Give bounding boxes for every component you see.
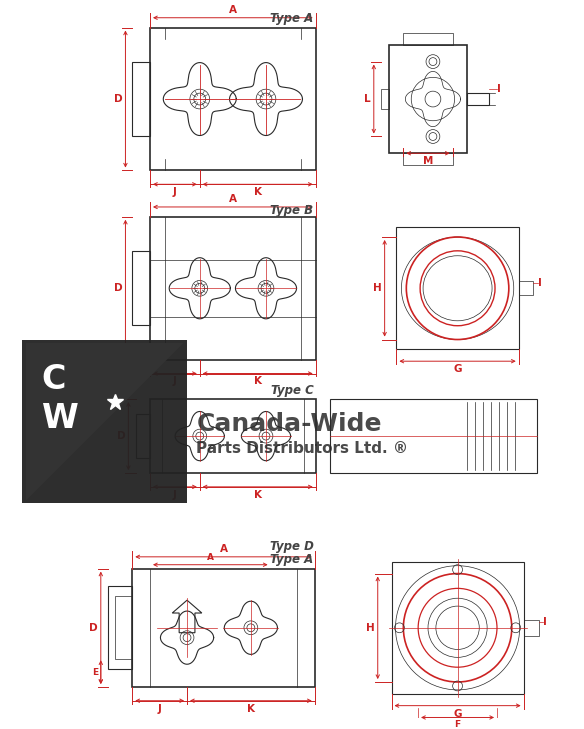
Text: E: E <box>92 668 98 677</box>
Text: H: H <box>366 623 375 633</box>
Polygon shape <box>26 343 183 501</box>
Text: K: K <box>247 703 255 714</box>
Text: I: I <box>538 278 543 289</box>
Text: J: J <box>158 703 162 714</box>
Text: Type D: Type D <box>270 540 314 553</box>
Text: A: A <box>229 5 237 15</box>
Text: A: A <box>229 194 237 204</box>
Text: F: F <box>454 720 461 729</box>
Text: K: K <box>253 376 262 386</box>
Text: A: A <box>207 553 214 562</box>
Text: W: W <box>41 402 78 435</box>
Text: L: L <box>364 94 371 104</box>
Text: Canada-Wide: Canada-Wide <box>196 412 382 436</box>
Text: K: K <box>253 490 262 500</box>
Text: D: D <box>114 284 123 293</box>
Text: D: D <box>89 623 98 633</box>
Text: Type C: Type C <box>270 384 314 397</box>
Text: C: C <box>41 363 66 396</box>
Text: Type A: Type A <box>270 553 314 566</box>
Text: J: J <box>173 490 177 500</box>
Text: Parts Distributors Ltd. ®: Parts Distributors Ltd. ® <box>196 441 409 456</box>
Text: H: H <box>373 284 382 293</box>
Text: G: G <box>453 364 462 374</box>
Text: Type A: Type A <box>270 12 314 25</box>
Text: J: J <box>173 187 177 198</box>
Text: G: G <box>453 709 462 719</box>
Text: I: I <box>543 617 547 627</box>
Text: M: M <box>423 156 433 166</box>
Text: A: A <box>220 544 228 554</box>
Polygon shape <box>22 340 186 502</box>
Text: I: I <box>497 84 501 94</box>
Text: K: K <box>253 187 262 198</box>
Text: Type B: Type B <box>270 204 314 217</box>
Text: D: D <box>114 94 123 104</box>
Text: D: D <box>117 431 126 441</box>
Text: J: J <box>173 376 177 386</box>
